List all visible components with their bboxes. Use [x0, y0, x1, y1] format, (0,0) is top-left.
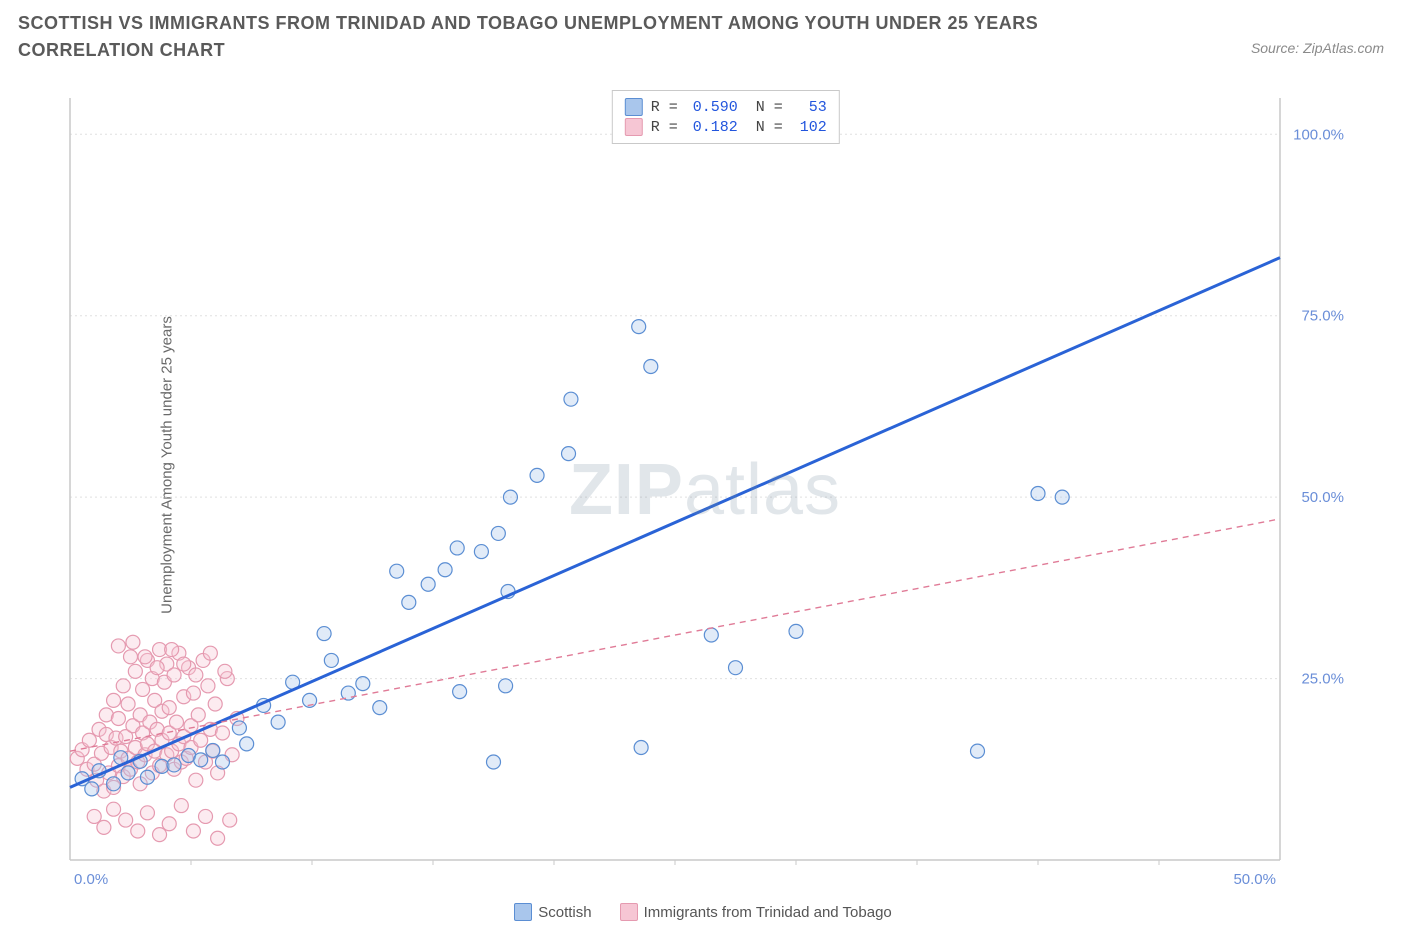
source-attribution: Source: ZipAtlas.com	[1251, 40, 1384, 56]
legend-item-trinidad: Immigrants from Trinidad and Tobago	[620, 903, 892, 921]
scatter-plot: ZIPatlas 25.0%50.0%75.0%100.0%0.0%50.0%	[60, 90, 1350, 890]
r-label: R =	[651, 119, 678, 136]
svg-text:0.0%: 0.0%	[74, 871, 108, 888]
chart-title: SCOTTISH VS IMMIGRANTS FROM TRINIDAD AND…	[18, 10, 1138, 64]
legend-row-scottish: R = 0.590 N = 53	[625, 97, 827, 117]
legend-row-trinidad: R = 0.182 N = 102	[625, 117, 827, 137]
r-value-scottish: 0.590	[686, 99, 738, 116]
series-legend: Scottish Immigrants from Trinidad and To…	[0, 903, 1406, 921]
swatch-scottish	[625, 98, 643, 116]
svg-text:25.0%: 25.0%	[1301, 671, 1344, 688]
legend-label-trinidad: Immigrants from Trinidad and Tobago	[644, 904, 892, 921]
svg-text:100.0%: 100.0%	[1293, 126, 1344, 143]
r-value-trinidad: 0.182	[686, 119, 738, 136]
correlation-legend: R = 0.590 N = 53 R = 0.182 N = 102	[612, 90, 840, 144]
swatch-scottish-bottom	[514, 903, 532, 921]
n-label: N =	[756, 99, 783, 116]
legend-item-scottish: Scottish	[514, 903, 591, 921]
svg-text:50.0%: 50.0%	[1233, 871, 1276, 888]
legend-label-scottish: Scottish	[538, 904, 591, 921]
swatch-trinidad	[625, 118, 643, 136]
swatch-trinidad-bottom	[620, 903, 638, 921]
n-label: N =	[756, 119, 783, 136]
n-value-scottish: 53	[791, 99, 827, 116]
svg-text:75.0%: 75.0%	[1301, 308, 1344, 325]
svg-text:50.0%: 50.0%	[1301, 489, 1344, 506]
n-value-trinidad: 102	[791, 119, 827, 136]
r-label: R =	[651, 99, 678, 116]
